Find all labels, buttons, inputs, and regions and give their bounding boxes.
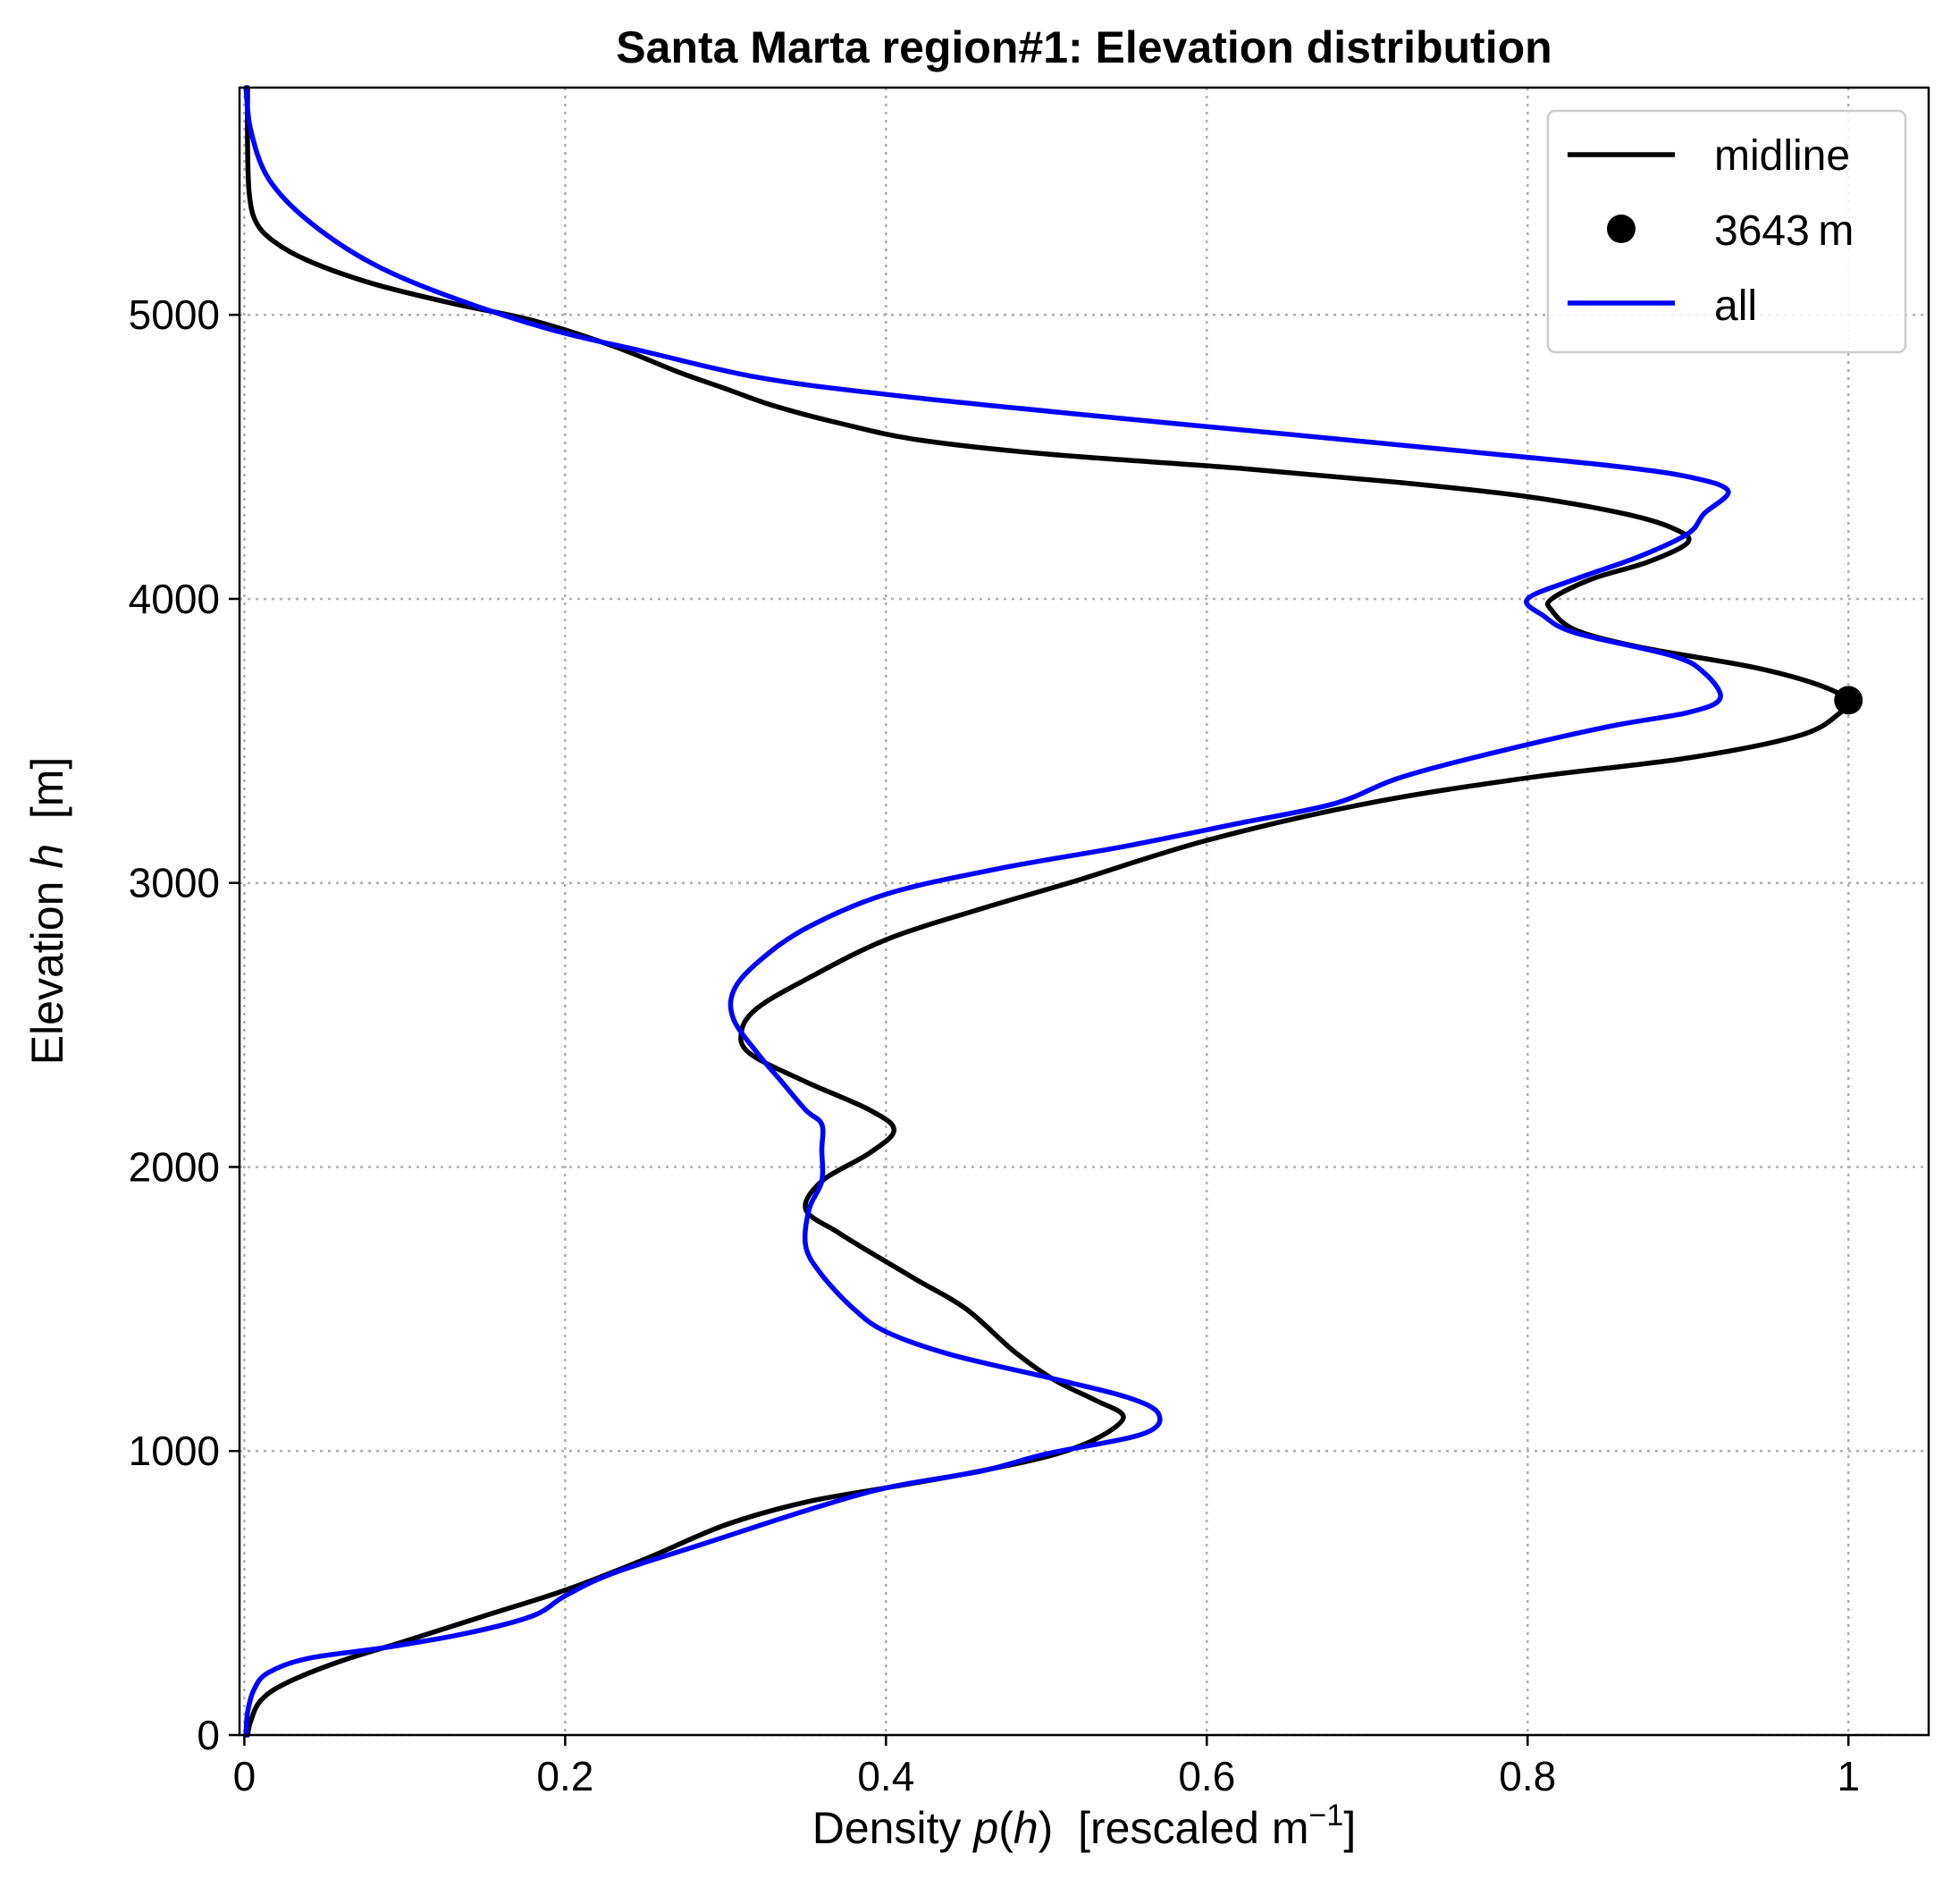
y-tick-label: 1000 — [129, 1428, 220, 1474]
series-line-all — [243, 85, 1731, 1738]
legend: midline 3643 m all — [1546, 109, 1907, 354]
legend-box — [1546, 109, 1907, 354]
y-tick-label: 4000 — [129, 576, 220, 622]
legend-label-midline: midline — [1714, 132, 1850, 180]
legend-swatch-peak-marker — [1607, 215, 1636, 243]
legend-label-all: all — [1714, 282, 1757, 330]
x-axis-label: Density p(h) [rescaled m−1] — [812, 1799, 1356, 1853]
plot-frame — [238, 86, 1930, 1737]
chart-title: Santa Marta region#1: Elevation distribu… — [616, 22, 1552, 72]
x-tick-label: 0 — [233, 1753, 256, 1799]
x-tick-label: 1 — [1837, 1753, 1860, 1799]
y-tick-label: 0 — [197, 1712, 220, 1758]
y-tick-label: 3000 — [129, 860, 220, 906]
x-tick-label: 0.4 — [857, 1753, 914, 1799]
y-axis-label: Elevation h [m] — [22, 757, 72, 1066]
y-tick-label: 2000 — [129, 1143, 220, 1190]
y-tick-label: 5000 — [129, 291, 220, 338]
axes-ticks: 0 0.2 0.4 0.6 0.8 1 0 1000 2000 3000 4000 5000 — [129, 291, 1860, 1799]
x-tick-label: 0.6 — [1178, 1753, 1235, 1799]
x-tick-label: 0.8 — [1499, 1753, 1556, 1799]
plot-area — [243, 85, 1863, 1738]
peak-marker — [1834, 686, 1863, 715]
x-tick-label: 0.2 — [536, 1753, 593, 1799]
legend-label-peak: 3643 m — [1714, 207, 1854, 255]
